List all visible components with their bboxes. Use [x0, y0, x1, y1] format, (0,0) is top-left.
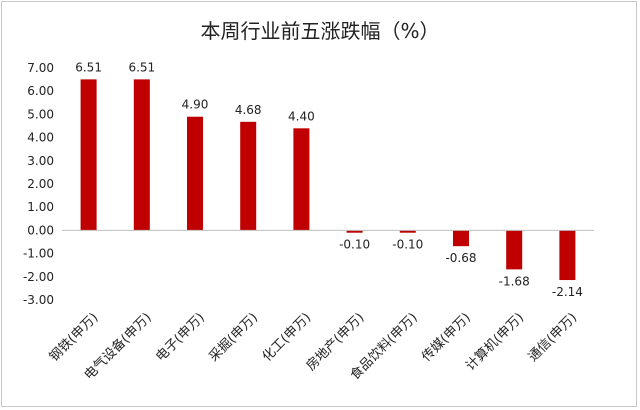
data-label: 6.51 [75, 60, 102, 74]
y-tick-label: 7.00 [27, 61, 54, 75]
bar [240, 121, 257, 231]
y-tick-label: 0.00 [27, 223, 54, 237]
bars-group [80, 79, 576, 281]
chart-title: 本周行业前五涨跌幅（%） [200, 19, 439, 43]
y-tick-label: 4.00 [27, 131, 54, 145]
y-tick-label: 1.00 [27, 200, 54, 214]
x-category-label: 化工(申万) [260, 310, 315, 365]
x-category-label: 传媒(申万) [419, 310, 474, 365]
x-category-label: 通信(申万) [526, 310, 581, 365]
bar [506, 230, 523, 270]
y-tick-label: 3.00 [27, 154, 54, 168]
y-tick-label: 6.00 [27, 84, 54, 98]
y-tick-label: -2.00 [23, 270, 54, 284]
bar [133, 79, 150, 231]
data-label: -0.10 [392, 238, 423, 252]
data-label: -1.68 [499, 274, 530, 288]
y-tick-label: -1.00 [23, 247, 54, 261]
bar [293, 128, 310, 231]
y-tick-label: 2.00 [27, 177, 54, 191]
y-axis: 7.00 6.00 5.00 4.00 3.00 2.00 1.00 0.00 -1.00 -2.… [23, 61, 54, 307]
data-label: -0.10 [339, 238, 370, 252]
x-category-label: 采掘(申万) [206, 310, 261, 365]
data-label: 4.40 [288, 109, 315, 123]
data-labels-group: 6.51 6.51 4.90 4.68 4.40 -0.10 -0.10 -0.68 -1.68… [75, 60, 583, 299]
bar [346, 230, 363, 233]
bar [399, 230, 416, 233]
data-label: 4.68 [235, 103, 262, 117]
data-label: -0.68 [445, 251, 476, 265]
y-tick-label: -3.00 [23, 293, 54, 307]
data-label: -2.14 [552, 285, 583, 299]
x-category-label: 电子(申万) [153, 310, 208, 365]
bar [80, 79, 97, 231]
data-label: 4.90 [182, 98, 209, 112]
x-category-label: 计算机(申万) [463, 310, 527, 374]
data-label: 6.51 [128, 60, 155, 74]
bar [187, 116, 203, 231]
x-category-label: 钢铁(申万) [47, 310, 102, 365]
bar [453, 230, 469, 247]
bar [559, 230, 576, 281]
y-tick-label: 5.00 [27, 107, 54, 121]
